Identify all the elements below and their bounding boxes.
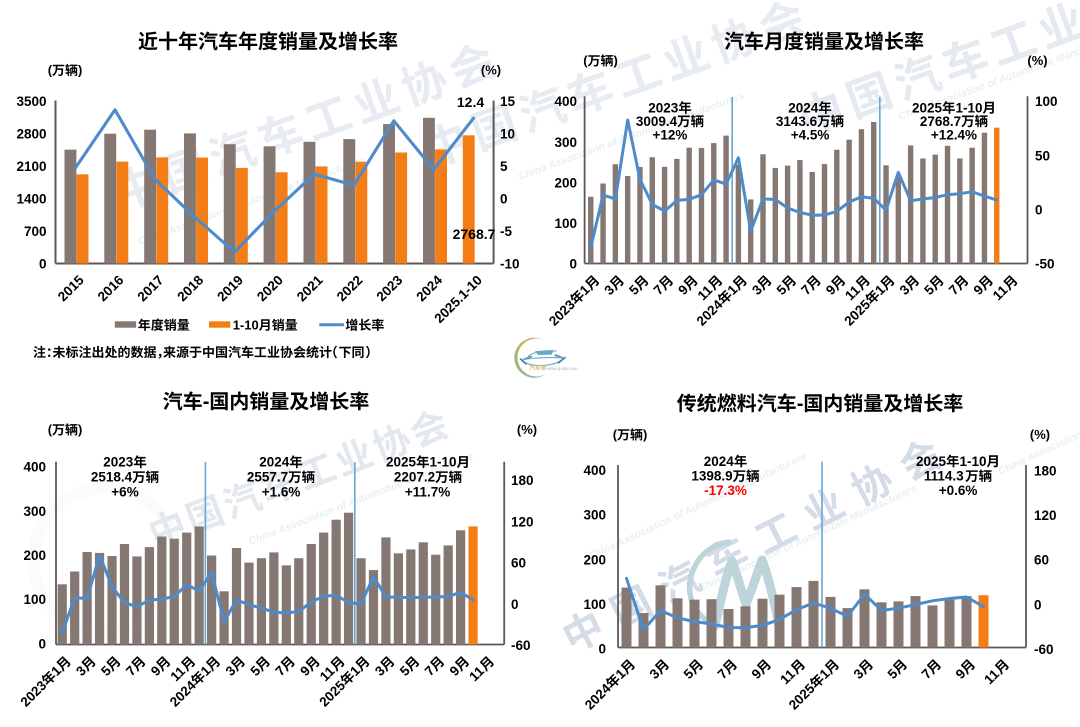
svg-text:2557.7: 2557.7 <box>247 470 288 485</box>
svg-text:(%): (%) <box>517 422 537 437</box>
svg-text:2800: 2800 <box>17 127 47 142</box>
svg-text:120: 120 <box>1034 508 1057 523</box>
svg-text:www.qcdp.com: www.qcdp.com <box>546 366 578 371</box>
svg-text:400: 400 <box>24 460 47 475</box>
svg-text:0: 0 <box>500 192 508 207</box>
svg-text:2518.4: 2518.4 <box>91 470 133 485</box>
svg-text:-60: -60 <box>511 638 531 653</box>
svg-text:400: 400 <box>555 94 578 109</box>
svg-text:100: 100 <box>1035 94 1058 109</box>
svg-text:-5: -5 <box>500 224 512 239</box>
svg-text:-: - <box>203 391 210 413</box>
svg-text:3500: 3500 <box>17 94 47 109</box>
svg-text:-: - <box>797 393 804 415</box>
svg-text:3143.6: 3143.6 <box>776 114 818 129</box>
svg-text:1114.3: 1114.3 <box>924 469 964 484</box>
svg-text:100: 100 <box>24 592 47 607</box>
svg-text:1398.9: 1398.9 <box>691 469 732 484</box>
svg-text:1-10: 1-10 <box>430 455 457 470</box>
svg-text:): ) <box>643 427 647 442</box>
svg-text:200: 200 <box>584 552 607 567</box>
svg-text:(%): (%) <box>1027 53 1047 68</box>
svg-text:+12.4%: +12.4% <box>931 127 977 142</box>
svg-text:): ) <box>78 422 82 437</box>
svg-text:2768.7: 2768.7 <box>920 114 961 129</box>
svg-text:+4.5%: +4.5% <box>791 127 830 142</box>
svg-text:0: 0 <box>570 257 578 272</box>
svg-text:50: 50 <box>1035 148 1050 163</box>
svg-text:2024: 2024 <box>704 454 735 469</box>
svg-text:400: 400 <box>584 463 607 478</box>
svg-text:): ) <box>614 53 618 68</box>
svg-text:2025: 2025 <box>912 100 943 115</box>
svg-text:): ) <box>78 63 82 78</box>
svg-text:200: 200 <box>555 175 578 190</box>
svg-text:-17.3%: -17.3% <box>704 483 747 498</box>
svg-text:0: 0 <box>599 642 607 657</box>
svg-text:60: 60 <box>1034 553 1049 568</box>
svg-text:(: ( <box>48 422 53 437</box>
svg-text:120: 120 <box>511 514 534 529</box>
svg-text:1-10: 1-10 <box>960 454 987 469</box>
svg-text:700: 700 <box>24 224 47 239</box>
svg-text:2024: 2024 <box>788 100 819 115</box>
svg-text:+11.7%: +11.7% <box>405 484 450 499</box>
svg-text:0: 0 <box>39 636 47 651</box>
svg-text:+12%: +12% <box>653 127 688 142</box>
svg-text:100: 100 <box>584 597 607 612</box>
svg-text:2023: 2023 <box>648 100 679 115</box>
svg-text:2023: 2023 <box>103 455 134 470</box>
svg-text:(: ( <box>613 427 618 442</box>
svg-text:3009.4: 3009.4 <box>636 114 678 129</box>
svg-text:300: 300 <box>24 504 47 519</box>
svg-text:2024: 2024 <box>259 455 290 470</box>
svg-text:2768.7: 2768.7 <box>453 226 496 242</box>
svg-text:5: 5 <box>500 159 508 174</box>
svg-text:2207.2: 2207.2 <box>394 470 435 485</box>
svg-text:+0.6%: +0.6% <box>939 483 978 498</box>
svg-text:0: 0 <box>511 597 519 612</box>
svg-text:2025: 2025 <box>386 455 417 470</box>
svg-text:-60: -60 <box>1034 642 1054 657</box>
svg-text:-50: -50 <box>1035 257 1055 272</box>
svg-text:1400: 1400 <box>17 192 47 207</box>
svg-text:+6%: +6% <box>111 484 138 499</box>
svg-text:200: 200 <box>24 548 47 563</box>
svg-text:300: 300 <box>555 135 578 150</box>
svg-text:12.4: 12.4 <box>457 94 484 110</box>
svg-text:(%): (%) <box>481 63 501 78</box>
svg-text:2100: 2100 <box>17 159 47 174</box>
svg-text:180: 180 <box>1034 463 1057 478</box>
svg-text:10: 10 <box>500 127 515 142</box>
svg-text:0: 0 <box>1034 597 1042 612</box>
svg-text:0: 0 <box>1035 202 1043 217</box>
svg-text:(: ( <box>48 63 53 78</box>
svg-text:100: 100 <box>555 216 578 231</box>
svg-text:2025: 2025 <box>916 454 947 469</box>
svg-text:-10: -10 <box>500 257 520 272</box>
svg-text:+1.6%: +1.6% <box>262 484 301 499</box>
svg-text:300: 300 <box>584 508 607 523</box>
svg-text:(%): (%) <box>1030 427 1050 442</box>
svg-text:180: 180 <box>511 473 534 488</box>
svg-text:1-10: 1-10 <box>233 317 259 332</box>
svg-text:1-10: 1-10 <box>956 100 983 115</box>
svg-text:15: 15 <box>500 94 516 109</box>
svg-text:0: 0 <box>39 257 47 272</box>
svg-text:(: ( <box>583 53 588 68</box>
svg-text:60: 60 <box>511 556 526 571</box>
